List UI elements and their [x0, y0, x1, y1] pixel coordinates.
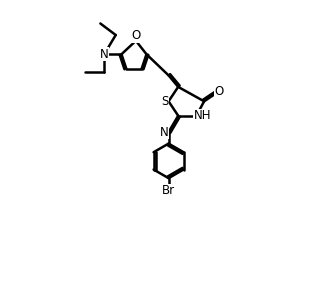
Text: N: N [100, 48, 109, 61]
Text: Br: Br [162, 184, 175, 197]
Text: NH: NH [193, 109, 211, 122]
Text: O: O [215, 85, 224, 98]
Text: O: O [131, 29, 141, 42]
Text: N: N [159, 125, 168, 139]
Text: S: S [161, 95, 168, 108]
